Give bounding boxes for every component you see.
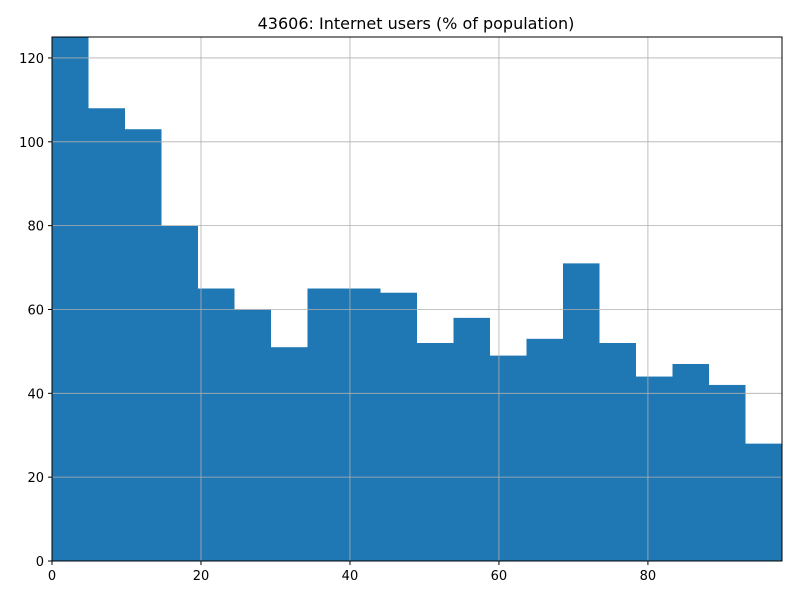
x-tick-label: 0 xyxy=(48,569,56,584)
histogram-bar xyxy=(490,355,527,561)
bars-layer xyxy=(52,37,782,561)
y-tick-label: 20 xyxy=(27,471,44,486)
y-tick-label: 60 xyxy=(27,303,44,318)
y-tick-label: 0 xyxy=(36,555,44,570)
x-tick-label: 20 xyxy=(193,569,210,584)
histogram-bar xyxy=(636,376,673,561)
x-tick-label: 80 xyxy=(640,569,657,584)
chart-title: 43606: Internet users (% of population) xyxy=(258,14,575,33)
histogram-bar xyxy=(672,363,709,561)
histogram-bar xyxy=(745,443,782,561)
histogram-bar xyxy=(344,288,381,561)
histogram-bar xyxy=(599,343,636,561)
histogram-bar xyxy=(417,343,454,561)
y-tick-label: 120 xyxy=(19,52,44,67)
histogram-bar xyxy=(526,338,563,561)
histogram-bar xyxy=(52,37,89,561)
x-tick-label: 40 xyxy=(342,569,359,584)
histogram-bar xyxy=(234,309,271,561)
y-tick-label: 40 xyxy=(27,387,44,402)
histogram-bar xyxy=(380,292,417,561)
histogram-bar xyxy=(453,317,490,561)
histogram-bar xyxy=(198,288,235,561)
plot-frame xyxy=(51,36,783,562)
x-tick-label: 60 xyxy=(491,569,508,584)
y-tick-label: 80 xyxy=(27,220,44,235)
histogram-bar xyxy=(709,384,746,561)
histogram-bar xyxy=(271,347,308,561)
histogram-bar xyxy=(125,129,162,561)
histogram-bar xyxy=(563,263,600,561)
y-tick-label: 100 xyxy=(19,136,44,151)
ticks-layer: 0 20 40 60 80 0 20 40 60 80 100 120 xyxy=(19,37,782,584)
histogram-bar xyxy=(88,108,125,561)
histogram-bar xyxy=(307,288,344,561)
